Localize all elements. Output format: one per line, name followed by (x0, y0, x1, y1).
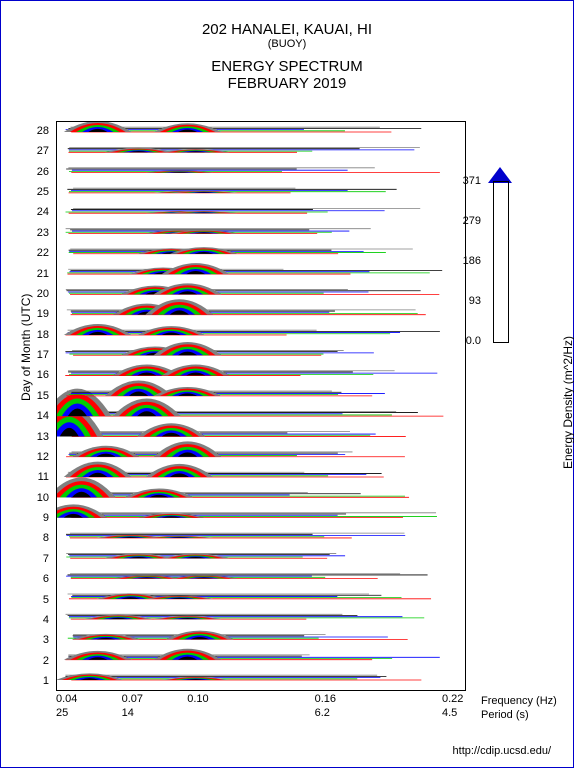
x-period-tick: 25 (56, 707, 68, 719)
y-tick-label: 10 (29, 492, 49, 504)
x-period-tick: 4.5 (442, 707, 457, 719)
title-block: 202 HANALEI, KAUAI, HI (BUOY) ENERGY SPE… (1, 1, 573, 92)
y-tick-label: 5 (29, 594, 49, 606)
legend-tick: 0.0 (455, 335, 481, 347)
y-tick-label: 13 (29, 431, 49, 443)
y-tick-label: 2 (29, 655, 49, 667)
y-tick-label: 19 (29, 308, 49, 320)
y-tick-label: 17 (29, 349, 49, 361)
y-tick-label: 12 (29, 451, 49, 463)
y-tick-label: 8 (29, 532, 49, 544)
x-freq-tick: 0.10 (187, 693, 208, 705)
y-tick-label: 28 (29, 125, 49, 137)
y-tick-label: 20 (29, 288, 49, 300)
y-tick-label: 27 (29, 145, 49, 157)
station-title: 202 HANALEI, KAUAI, HI (1, 21, 573, 38)
legend-tick: 186 (455, 255, 481, 267)
y-tick-label: 4 (29, 614, 49, 626)
x-period-tick: 6.2 (315, 707, 330, 719)
frequency-axis-title: Frequency (Hz) (481, 695, 557, 707)
spectrum-plot (57, 122, 465, 690)
legend-tick: 371 (455, 175, 481, 187)
y-tick-label: 26 (29, 166, 49, 178)
y-tick-label: 24 (29, 206, 49, 218)
y-tick-label: 18 (29, 329, 49, 341)
y-axis-ticks: 1234567891011121314151617181920212223242… (31, 121, 51, 691)
y-tick-label: 9 (29, 512, 49, 524)
y-tick-label: 1 (29, 675, 49, 687)
period-axis-title: Period (s) (481, 709, 529, 721)
y-tick-label: 15 (29, 390, 49, 402)
y-tick-label: 23 (29, 227, 49, 239)
x-freq-tick: 0.04 (56, 693, 77, 705)
y-tick-label: 6 (29, 573, 49, 585)
legend-label: Energy Density (m^2/Hz) (561, 336, 574, 469)
y-tick-label: 11 (29, 471, 49, 483)
legend-tick: 279 (455, 215, 481, 227)
date-title: FEBRUARY 2019 (1, 75, 573, 92)
legend-scale-box (493, 181, 509, 343)
footer-url: http://cdip.ucsd.edu/ (453, 745, 551, 757)
y-tick-label: 25 (29, 186, 49, 198)
chart-title: ENERGY SPECTRUM (1, 58, 573, 75)
chart-area (56, 121, 466, 691)
x-freq-tick: 0.16 (315, 693, 336, 705)
y-tick-label: 22 (29, 247, 49, 259)
y-tick-label: 21 (29, 268, 49, 280)
x-freq-tick: 0.07 (122, 693, 143, 705)
energy-density-legend: 371279186930.0 Energy Density (m^2/Hz) (483, 181, 553, 361)
x-freq-tick: 0.22 (442, 693, 463, 705)
buoy-subtitle: (BUOY) (1, 38, 573, 50)
legend-tick: 93 (455, 295, 481, 307)
page-frame: 202 HANALEI, KAUAI, HI (BUOY) ENERGY SPE… (0, 0, 574, 768)
y-tick-label: 16 (29, 369, 49, 381)
y-tick-label: 3 (29, 634, 49, 646)
y-tick-label: 7 (29, 553, 49, 565)
y-tick-label: 14 (29, 410, 49, 422)
x-period-tick: 14 (122, 707, 134, 719)
